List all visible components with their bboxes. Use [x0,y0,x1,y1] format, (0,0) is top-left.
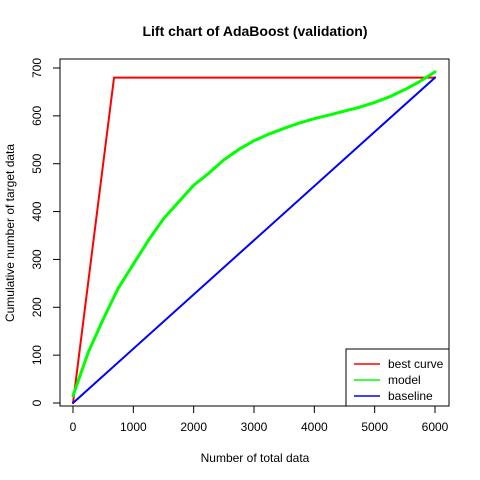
chart-title: Lift chart of AdaBoost (validation) [142,23,367,39]
x-tick-label: 3000 [241,420,268,434]
series-layer [71,70,437,404]
y-axis: 0 100 200 300 400 500 600 700 [30,58,61,406]
y-tick-label: 600 [30,106,44,126]
legend-label: best curve [388,357,444,371]
y-axis-label: Cumulative number of target data [3,144,17,322]
x-tick-label: 0 [70,420,77,434]
y-tick-label: 700 [30,58,44,78]
legend-box [345,348,450,407]
legend: best curve model baseline [345,348,450,407]
series-model-line [71,70,437,398]
y-tick-label: 400 [30,201,44,221]
legend-label: baseline [388,389,433,403]
x-tick-label: 5000 [361,420,388,434]
y-tick-label: 500 [30,153,44,173]
x-tick-label: 2000 [180,420,207,434]
x-axis: 0 1000 2000 3000 4000 5000 6000 [70,405,449,434]
y-tick-label: 300 [30,249,44,269]
legend-label: model [388,373,421,387]
x-axis-label: Number of total data [201,451,310,465]
x-tick-label: 1000 [120,420,147,434]
x-tick-label: 4000 [301,420,328,434]
series-baseline-line [72,76,436,404]
x-tick-label: 6000 [422,420,449,434]
y-tick-label: 200 [30,297,44,317]
y-tick-label: 0 [30,399,44,406]
series-best-curve-line [72,76,436,404]
y-tick-label: 100 [30,345,44,365]
